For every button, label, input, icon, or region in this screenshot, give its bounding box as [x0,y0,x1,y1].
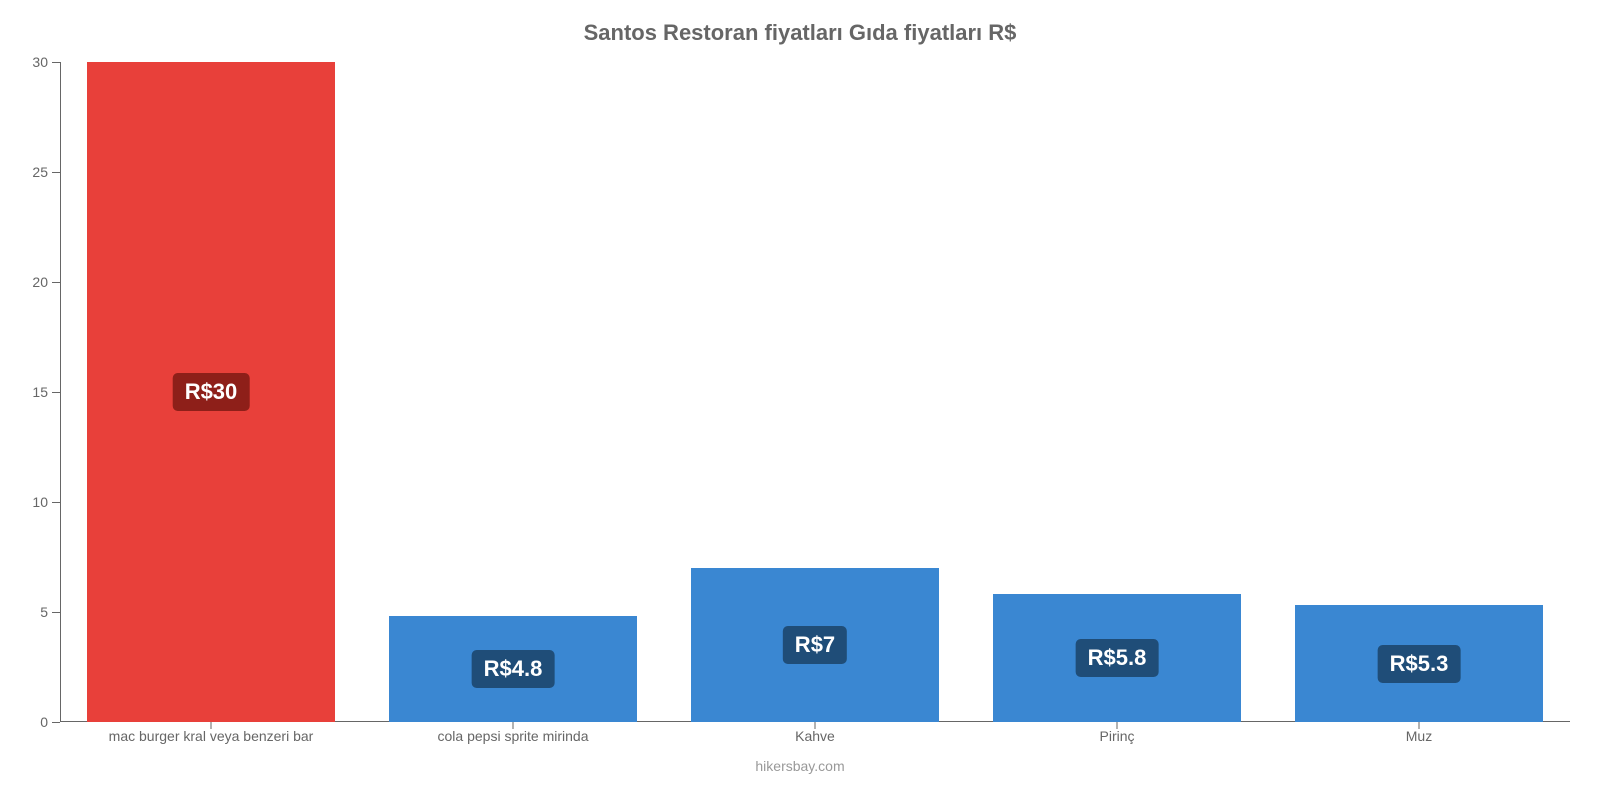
y-tick-label: 30 [32,54,60,70]
bars-layer: R$30 R$4.8 R$7 R$5.8 R$5.3 [60,62,1570,722]
y-tick-label: 5 [40,604,60,620]
value-badge: R$5.3 [1378,645,1461,683]
bar: R$7 [691,568,939,722]
y-tick-label: 0 [40,714,60,730]
x-tick-label: Pirinç [1099,728,1134,744]
y-tick-label: 25 [32,164,60,180]
x-tick-label: Kahve [795,728,835,744]
value-badge: R$30 [173,373,250,411]
value-badge: R$5.8 [1076,639,1159,677]
x-tick-label: cola pepsi sprite mirinda [438,728,589,744]
value-badge: R$7 [783,626,847,664]
bar: R$5.3 [1295,605,1543,722]
value-badge: R$4.8 [472,650,555,688]
bar: R$5.8 [993,594,1241,722]
x-axis-labels: mac burger kral veya benzeri bar cola pep… [60,722,1570,746]
y-tick-label: 10 [32,494,60,510]
chart-footer: hikersbay.com [20,746,1580,774]
y-tick-label: 20 [32,274,60,290]
x-tick-label: mac burger kral veya benzeri bar [109,728,314,744]
y-tick-label: 15 [32,384,60,400]
bar: R$4.8 [389,616,637,722]
price-bar-chart: Santos Restoran fiyatları Gıda fiyatları… [0,0,1600,800]
bar: R$30 [87,62,335,722]
x-tick-label: Muz [1406,728,1432,744]
plot-area: R$30R$4.8R$7R$5.8R$5.3 051015202530 [60,62,1570,722]
chart-title: Santos Restoran fiyatları Gıda fiyatları… [20,10,1580,62]
